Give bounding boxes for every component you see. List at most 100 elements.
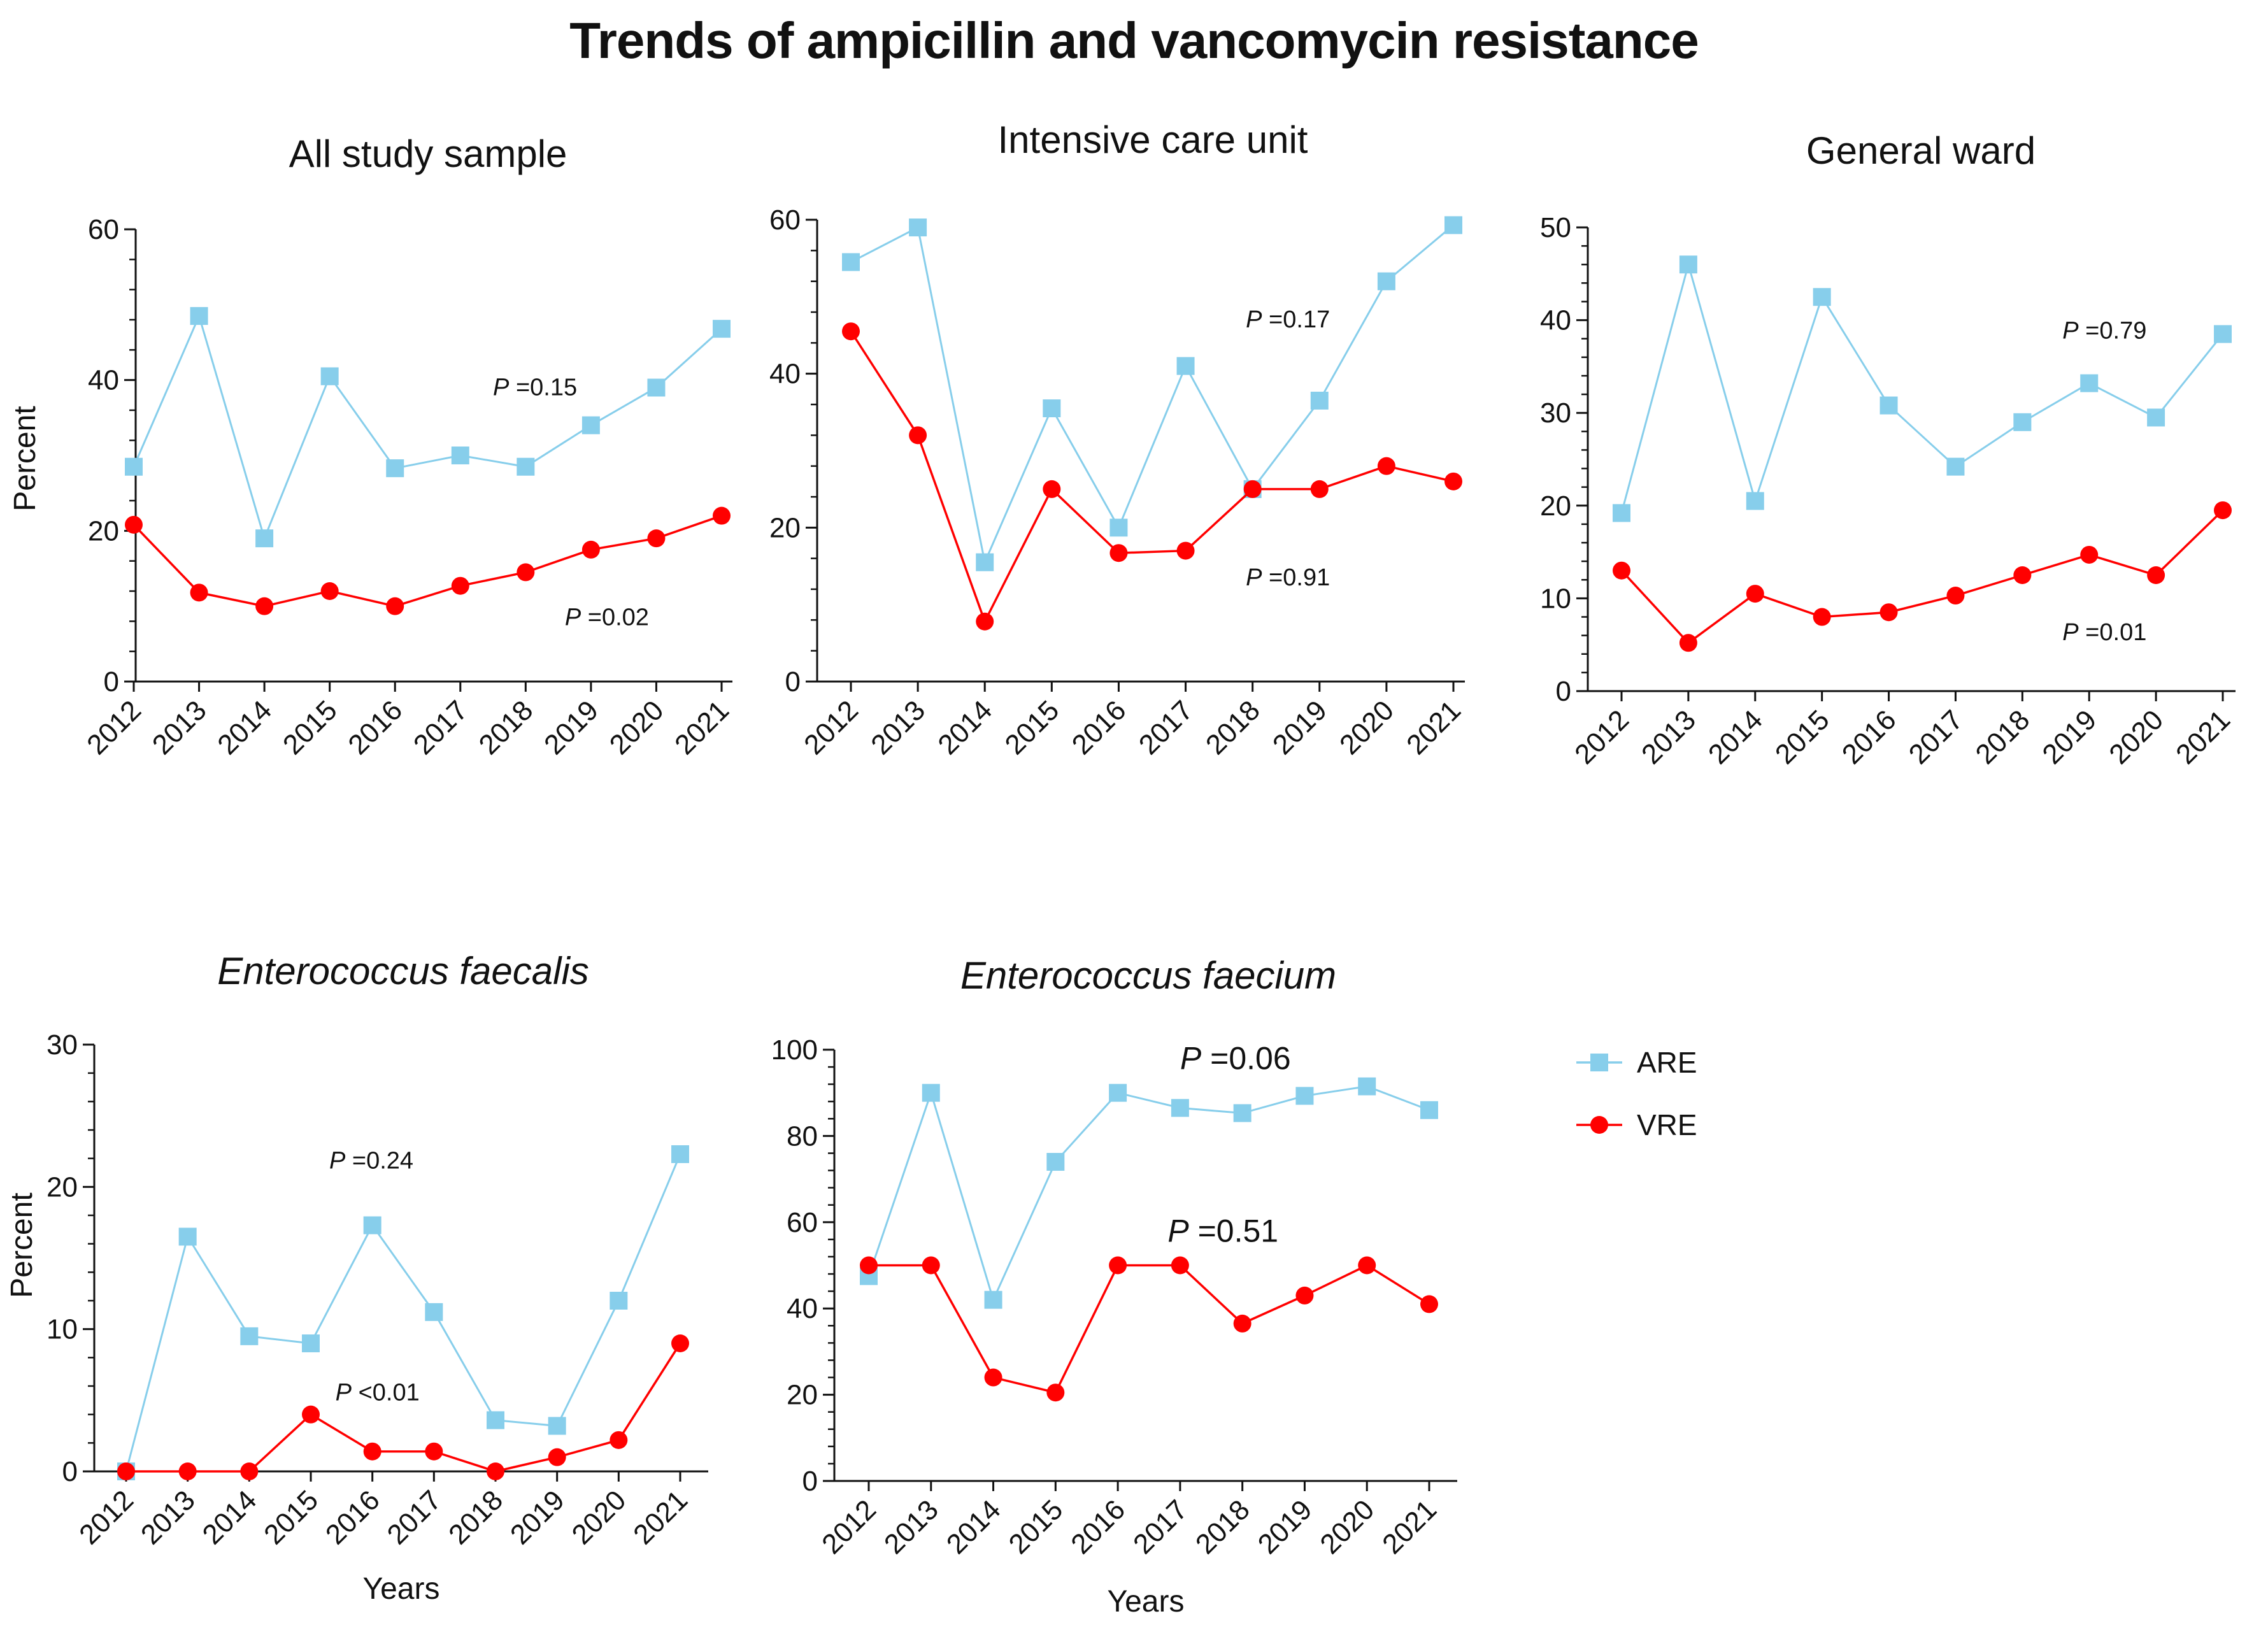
data-point-are	[1946, 457, 1965, 476]
p-value-annotation-vre: P =0.51	[1167, 1213, 1278, 1248]
data-point-vre	[860, 1256, 878, 1275]
data-point-are	[125, 457, 143, 476]
data-point-are	[1310, 391, 1329, 410]
p-value-annotation-are: P =0.17	[1246, 306, 1330, 333]
data-point-vre	[1109, 544, 1128, 562]
panel-title: Intensive care unit	[998, 118, 1308, 161]
legend-marker-vre	[1590, 1116, 1608, 1134]
data-point-vre	[909, 426, 927, 445]
series-line-are	[125, 1154, 681, 1472]
y-tick-label: 20	[1540, 490, 1571, 522]
data-point-are	[1233, 1104, 1252, 1122]
data-point-are	[2147, 408, 2165, 427]
data-point-vre	[610, 1431, 628, 1449]
data-point-are	[1879, 396, 1898, 415]
data-point-vre	[548, 1448, 566, 1466]
data-point-are	[1613, 504, 1630, 522]
data-point-are	[909, 218, 927, 237]
data-point-vre	[1377, 457, 1395, 475]
p-value-annotation-are: P =0.15	[493, 374, 577, 401]
data-point-vre	[1444, 472, 1462, 490]
x-tick-label: 2013	[146, 694, 213, 761]
data-point-are	[517, 457, 535, 476]
data-point-vre	[1420, 1295, 1438, 1313]
x-tick-label: 2014	[941, 1494, 1007, 1560]
x-tick-label: 2012	[1569, 704, 1635, 770]
legend-marker-are	[1590, 1054, 1608, 1071]
data-point-vre	[1109, 1256, 1127, 1275]
data-point-vre	[1613, 561, 1630, 580]
x-tick-label: 2019	[504, 1484, 571, 1550]
data-point-vre	[1358, 1256, 1376, 1275]
data-point-vre	[425, 1442, 443, 1461]
x-tick-label: 2013	[865, 694, 931, 761]
data-point-are	[671, 1145, 689, 1163]
y-tick-label: 30	[46, 1029, 78, 1061]
data-point-are	[1358, 1077, 1376, 1096]
data-point-vre	[671, 1334, 689, 1352]
data-point-vre	[451, 576, 469, 595]
data-point-vre	[1046, 1383, 1065, 1402]
y-tick-label: 50	[1540, 212, 1571, 243]
x-tick-label: 2016	[320, 1484, 386, 1550]
x-tick-label: 2015	[277, 694, 343, 761]
y-tick-label: 80	[787, 1120, 818, 1152]
series-line-are	[132, 313, 723, 541]
x-tick-label: 2016	[342, 694, 408, 761]
data-point-vre	[255, 597, 274, 615]
data-point-vre	[1171, 1256, 1189, 1275]
data-point-vre	[2013, 566, 2032, 584]
legend: ARE VRE	[1576, 1046, 1697, 1141]
data-point-vre	[1176, 541, 1195, 560]
x-tick-label: 2014	[211, 694, 278, 761]
x-tick-label: 2016	[1066, 694, 1132, 761]
data-point-vre	[1679, 634, 1697, 652]
y-tick-label: 0	[62, 1456, 78, 1487]
data-point-vre	[647, 529, 666, 548]
x-tick-label: 2020	[1314, 1494, 1380, 1560]
data-point-vre	[517, 563, 535, 582]
x-tick-label: 2020	[1334, 694, 1400, 761]
data-point-vre	[320, 582, 339, 600]
data-point-are	[487, 1411, 504, 1429]
data-point-vre	[1043, 480, 1061, 498]
x-tick-label: 2014	[197, 1484, 263, 1550]
data-point-are	[1171, 1099, 1189, 1117]
x-tick-label: 2017	[1903, 704, 1969, 770]
y-tick-label: 0	[104, 666, 119, 697]
data-point-are	[2214, 325, 2232, 343]
data-point-vre	[1295, 1286, 1314, 1305]
x-tick-label: 2018	[443, 1484, 509, 1550]
x-tick-label: 2018	[1200, 694, 1266, 761]
data-point-are	[425, 1303, 443, 1321]
panel-title: Enterococcus faecalis	[217, 950, 589, 992]
data-point-are	[1046, 1153, 1065, 1171]
data-point-vre	[386, 597, 404, 615]
x-tick-label: 2021	[1376, 1494, 1443, 1560]
data-point-vre	[117, 1462, 135, 1480]
x-tick-label: 2020	[566, 1484, 632, 1550]
data-point-are	[842, 253, 860, 271]
series-line-vre	[126, 1343, 681, 1473]
data-point-vre	[1243, 480, 1262, 498]
y-tick-label: 40	[88, 365, 119, 396]
data-point-vre	[302, 1405, 320, 1424]
data-point-are	[1420, 1101, 1438, 1119]
chart-panel-5: Enterococcus faecium 0 20 40 60 80 100 20122013…	[771, 954, 1457, 1619]
data-point-are	[647, 378, 666, 397]
data-point-vre	[363, 1442, 382, 1461]
p-value-annotation-vre: P =0.01	[2062, 619, 2146, 646]
data-point-are	[1444, 216, 1462, 234]
panel-title: General ward	[1806, 129, 2036, 172]
x-tick-label: 2015	[258, 1484, 324, 1550]
x-tick-label: 2020	[2103, 704, 2169, 770]
data-point-vre	[842, 322, 860, 341]
y-tick-label: 0	[785, 666, 801, 697]
x-tick-label: 2021	[2170, 704, 2236, 770]
p-value-annotation-are: P =0.24	[329, 1147, 413, 1174]
x-tick-label: 2021	[1401, 694, 1467, 761]
x-tick-label: 2021	[627, 1484, 694, 1550]
data-point-are	[2080, 374, 2099, 392]
